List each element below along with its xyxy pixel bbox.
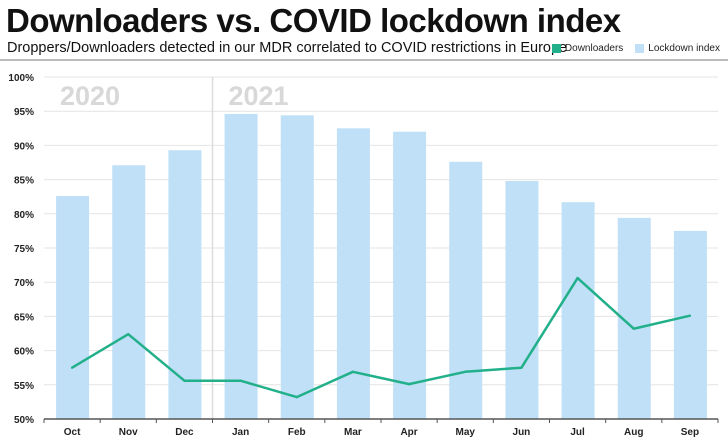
x-tick-label: Aug [624, 427, 643, 438]
downloaders-point-dec [183, 379, 186, 382]
downloaders-point-may [464, 370, 467, 374]
chart-subtitle: Droppers/Downloaders detected in our MDR… [7, 40, 568, 56]
x-tick-label: Jun [513, 427, 531, 438]
bar-may [449, 161, 483, 420]
legend-item-lockdown: Lockdown index [635, 43, 720, 54]
y-tick-label: 65% [14, 312, 34, 323]
downloaders-point-jan [239, 379, 242, 382]
x-tick-label: Jan [232, 427, 249, 438]
downloaders-point-jun [520, 366, 523, 369]
bar-apr [393, 131, 427, 419]
y-tick-label: 80% [14, 210, 34, 221]
x-tick-label: Dec [175, 427, 194, 438]
legend-label: Lockdown index [648, 43, 720, 54]
x-tick-label: Nov [119, 427, 138, 438]
x-tick-label: Apr [400, 427, 417, 438]
bar-oct [56, 196, 90, 419]
downloaders-point-oct [70, 366, 74, 369]
bar-jan [224, 113, 258, 419]
downloaders-point-nov [127, 332, 130, 336]
x-tick-label: Feb [288, 427, 306, 438]
bar-mar [336, 128, 370, 420]
x-tick-label: Mar [344, 427, 362, 438]
bar-dec [168, 150, 202, 420]
downloaders-point-apr [407, 382, 411, 386]
y-tick-label: 70% [14, 278, 34, 289]
header-divider [0, 59, 728, 61]
downloaders-point-sep [688, 314, 692, 317]
y-tick-label: 85% [14, 176, 34, 187]
bar-feb [280, 115, 314, 419]
x-tick-label: May [456, 427, 476, 438]
y-tick-label: 55% [14, 381, 34, 392]
x-tick-label: Jul [570, 427, 585, 438]
downloaders-line [71, 276, 691, 399]
x-tick-label: Oct [64, 427, 81, 438]
bar-sep [673, 230, 707, 419]
y-tick-label: 95% [14, 107, 34, 118]
legend-item-downloaders: Downloaders [551, 43, 624, 54]
y-tick-label: 60% [14, 347, 34, 358]
year-label: 2021 [229, 81, 289, 111]
bar-jun [505, 180, 539, 419]
downloaders-point-aug [632, 327, 635, 330]
y-tick-label: 100% [8, 73, 34, 84]
legend-label: Downloaders [564, 43, 624, 54]
legend-swatch-lockdown [635, 44, 645, 53]
y-tick-label: 90% [14, 141, 34, 152]
y-tick-label: 50% [14, 415, 34, 426]
bar-jul [561, 202, 595, 419]
downloaders-point-feb [295, 395, 298, 399]
legend-swatch-downloaders [551, 44, 561, 53]
bar-nov [112, 165, 146, 419]
chart-title: Downloaders vs. COVID lockdown index [6, 2, 621, 39]
y-tick-label: 75% [14, 244, 34, 255]
downloaders-point-mar [351, 370, 355, 374]
downloaders-point-jul [576, 276, 579, 280]
x-tick-label: Sep [681, 427, 699, 438]
year-label: 2020 [60, 81, 120, 111]
legend: Downloaders Lockdown index [551, 43, 720, 54]
